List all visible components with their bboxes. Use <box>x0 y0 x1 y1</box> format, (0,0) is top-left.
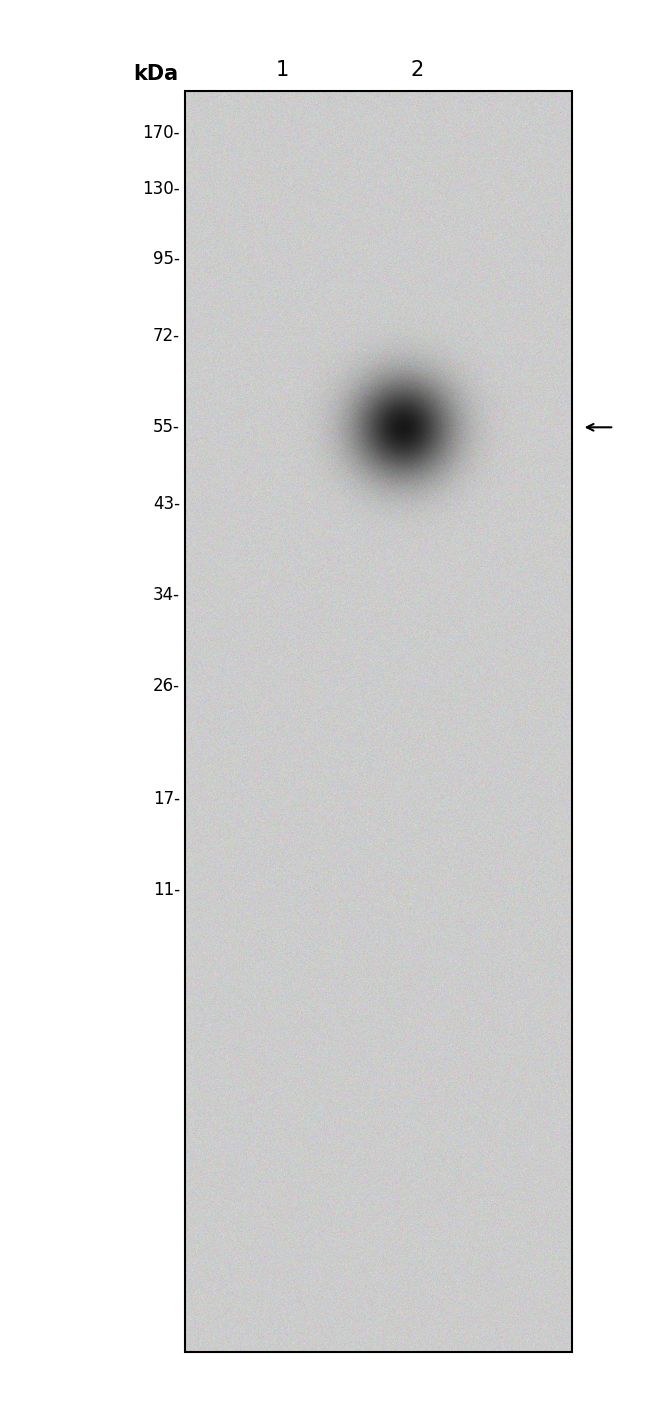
Bar <box>185 91 572 1352</box>
Text: 17-: 17- <box>153 790 180 807</box>
Text: 1: 1 <box>276 60 289 80</box>
Text: 130-: 130- <box>142 181 180 198</box>
Text: 95-: 95- <box>153 251 180 268</box>
Text: 170-: 170- <box>142 125 180 142</box>
Text: kDa: kDa <box>134 64 179 84</box>
Text: 72-: 72- <box>153 328 180 345</box>
Text: 43-: 43- <box>153 496 180 513</box>
Text: 55-: 55- <box>153 419 180 436</box>
Text: 11-: 11- <box>153 881 180 898</box>
Text: 2: 2 <box>411 60 424 80</box>
Text: 26-: 26- <box>153 678 180 695</box>
Text: 34-: 34- <box>153 587 180 604</box>
